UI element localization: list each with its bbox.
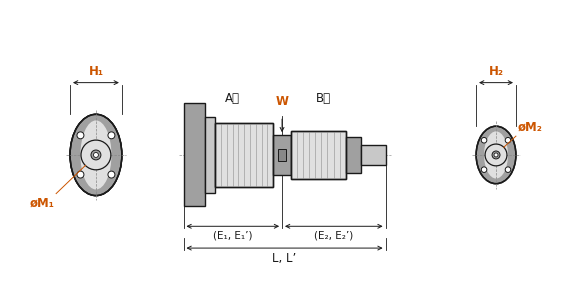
- Text: H₂: H₂: [489, 65, 504, 78]
- Bar: [215, 123, 273, 187]
- Text: (E₂, E₂’): (E₂, E₂’): [314, 230, 353, 240]
- Circle shape: [108, 171, 115, 178]
- Bar: [346, 137, 361, 173]
- Circle shape: [482, 167, 487, 172]
- Ellipse shape: [484, 131, 508, 178]
- Text: B側: B側: [317, 92, 331, 105]
- Circle shape: [77, 171, 84, 178]
- Circle shape: [108, 132, 115, 139]
- Bar: [291, 131, 346, 179]
- Text: A側: A側: [225, 92, 240, 105]
- Circle shape: [505, 167, 511, 172]
- Ellipse shape: [70, 114, 122, 196]
- Text: H₁: H₁: [89, 65, 103, 78]
- Ellipse shape: [80, 120, 111, 190]
- Bar: [273, 135, 291, 175]
- Bar: [215, 123, 273, 187]
- Circle shape: [505, 137, 511, 143]
- Ellipse shape: [476, 126, 516, 184]
- Circle shape: [492, 151, 500, 159]
- Ellipse shape: [70, 114, 122, 196]
- Text: øM₁: øM₁: [29, 196, 54, 210]
- Circle shape: [91, 150, 101, 160]
- Bar: [278, 149, 286, 161]
- Bar: [291, 131, 346, 179]
- Bar: [184, 103, 205, 206]
- Circle shape: [81, 140, 111, 170]
- Bar: [361, 145, 385, 165]
- Text: øM₂: øM₂: [518, 120, 543, 133]
- Circle shape: [482, 137, 487, 143]
- Circle shape: [93, 152, 99, 158]
- Circle shape: [77, 132, 84, 139]
- Circle shape: [494, 153, 498, 157]
- Circle shape: [485, 144, 507, 166]
- Text: W: W: [276, 95, 289, 108]
- Bar: [205, 117, 215, 193]
- Text: L, L’: L, L’: [272, 252, 297, 265]
- Text: (E₁, E₁’): (E₁, E₁’): [213, 230, 252, 240]
